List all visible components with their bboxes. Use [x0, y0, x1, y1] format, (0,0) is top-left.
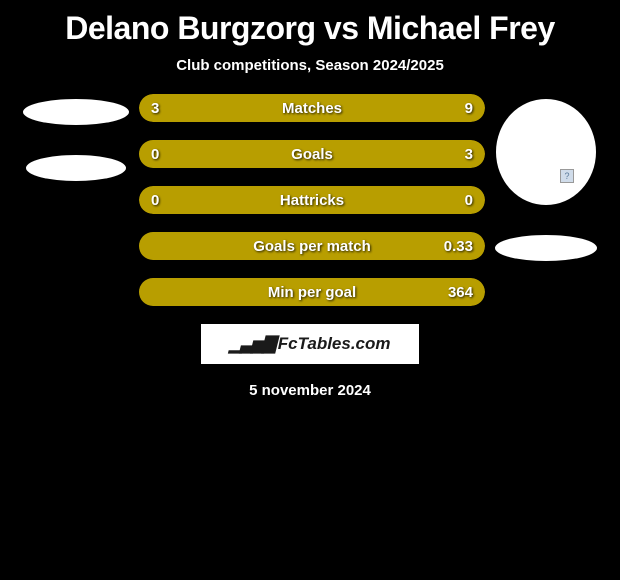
player-left-name: Delano Burgzorg — [65, 10, 315, 46]
stat-label: Goals per match — [253, 238, 371, 255]
stat-label: Goals — [291, 146, 333, 163]
bar-left — [139, 140, 146, 168]
stat-value-right: 0.33 — [444, 238, 473, 255]
stat-row: 3 Matches 9 — [139, 94, 485, 122]
stat-value-left: 0 — [151, 192, 159, 209]
footer: ▁▃▅▇ FcTables.com 5 november 2024 — [0, 324, 620, 399]
team-left-avatar — [26, 155, 126, 181]
player-right-name: Michael Frey — [367, 10, 555, 46]
bar-right — [226, 94, 486, 122]
player-left-avatar — [23, 99, 129, 125]
stat-label: Min per goal — [268, 284, 356, 301]
avatar-left-column — [23, 94, 129, 181]
source-logo: ▁▃▅▇ FcTables.com — [201, 324, 418, 364]
stat-label: Hattricks — [280, 192, 344, 209]
stat-value-right: 364 — [448, 284, 473, 301]
stat-row: Goals per match 0.33 — [139, 232, 485, 260]
logo-text: FcTables.com — [278, 334, 391, 353]
stats-column: 3 Matches 9 0 Goals 3 0 Hattricks 0 Goals per mat… — [139, 94, 485, 306]
image-placeholder-icon: ? — [560, 169, 574, 183]
stat-label: Matches — [282, 100, 342, 117]
logo-bars-icon: ▁▃▅▇ — [229, 334, 273, 354]
team-right-avatar — [495, 235, 597, 261]
date-text: 5 november 2024 — [0, 382, 620, 399]
avatar-right-column: ? — [495, 94, 597, 261]
stat-value-right: 3 — [465, 146, 473, 163]
bar-left — [139, 278, 146, 306]
stat-value-right: 9 — [465, 100, 473, 117]
vs-text: vs — [324, 10, 359, 46]
player-right-avatar: ? — [496, 99, 596, 205]
stat-row: Min per goal 364 — [139, 278, 485, 306]
stat-value-left: 0 — [151, 146, 159, 163]
stat-row: 0 Hattricks 0 — [139, 186, 485, 214]
infographic-container: Delano Burgzorg vs Michael Frey Club com… — [0, 0, 620, 399]
stat-row: 0 Goals 3 — [139, 140, 485, 168]
content-row: 3 Matches 9 0 Goals 3 0 Hattricks 0 Goals per mat… — [0, 94, 620, 306]
stat-value-right: 0 — [465, 192, 473, 209]
stat-value-left: 3 — [151, 100, 159, 117]
title: Delano Burgzorg vs Michael Frey — [0, 0, 620, 52]
bar-left — [139, 232, 146, 260]
subtitle: Club competitions, Season 2024/2025 — [0, 52, 620, 94]
